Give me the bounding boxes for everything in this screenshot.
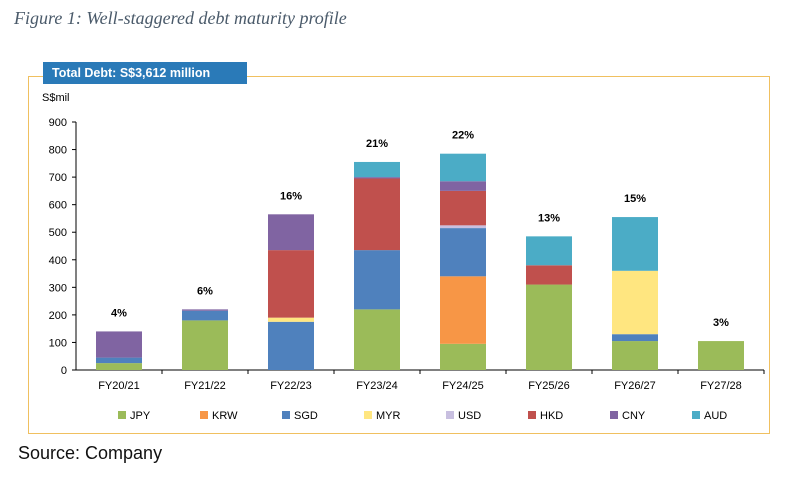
legend-label-jpy: JPY [130, 410, 151, 422]
legend-swatch-cny [610, 411, 618, 419]
bar-segment-myr [268, 317, 314, 322]
bar-segment-jpy [526, 284, 572, 370]
source-note: Source: Company [18, 443, 163, 463]
bar-segment-jpy [440, 343, 486, 370]
x-tick-label: FY25/26 [528, 380, 570, 392]
legend-label-krw: KRW [212, 410, 238, 422]
percent-label: 22% [452, 130, 474, 142]
percent-label: 4% [111, 307, 127, 319]
legend-label-cny: CNY [622, 410, 646, 422]
y-tick-label: 200 [49, 310, 67, 322]
y-tick-label: 300 [49, 282, 67, 294]
total-debt-label: Total Debt: S$3,612 million [43, 62, 247, 84]
y-tick-label: 500 [49, 227, 67, 239]
y-tick-label: 900 [49, 117, 67, 129]
bar-segment-sgd [440, 228, 486, 277]
x-tick-label: FY26/27 [614, 380, 656, 392]
bar-segment-cny [354, 177, 400, 179]
y-tick-label: 100 [49, 337, 67, 349]
legend-swatch-krw [200, 411, 208, 419]
bar-segment-usd [440, 225, 486, 229]
chart-frame [28, 76, 770, 434]
bar-segment-cny [96, 331, 142, 358]
x-tick-label: FY27/28 [700, 380, 742, 392]
y-tick-label: 700 [49, 172, 67, 184]
x-tick-label: FY24/25 [442, 380, 484, 392]
percent-label: 16% [280, 190, 302, 202]
bar-segment-hkd [440, 190, 486, 226]
bar-segment-sgd [354, 250, 400, 310]
y-tick-label: 400 [49, 255, 67, 267]
bar-segment-krw [440, 276, 486, 344]
bar-segment-aud [612, 217, 658, 271]
bar-segment-cny [268, 214, 314, 251]
y-tick-label: 0 [61, 365, 67, 377]
bar-segment-jpy [354, 309, 400, 370]
x-tick-label: FY21/22 [184, 380, 226, 392]
legend-label-myr: MYR [376, 410, 401, 422]
legend-label-aud: AUD [704, 410, 727, 422]
bar-segment-jpy [612, 341, 658, 370]
percent-label: 15% [624, 193, 646, 205]
x-tick-label: FY20/21 [98, 380, 140, 392]
bar-segment-sgd [612, 334, 658, 342]
bar-segment-aud [440, 153, 486, 182]
percent-label: 13% [538, 212, 560, 224]
bar-segment-jpy [96, 363, 142, 370]
bar-segment-aud [354, 161, 400, 178]
y-axis-label: S$mil [42, 92, 70, 104]
legend-swatch-myr [364, 411, 372, 419]
percent-label: 6% [197, 285, 213, 297]
percent-label: 21% [366, 138, 388, 150]
percent-label: 3% [713, 317, 729, 329]
legend-swatch-aud [692, 411, 700, 419]
bar-segment-aud [526, 236, 572, 266]
bar-segment-cny [440, 181, 486, 191]
bar-segment-sgd [182, 310, 228, 321]
legend-swatch-jpy [118, 411, 126, 419]
bar-segment-sgd [268, 321, 314, 370]
bar-segment-hkd [268, 250, 314, 318]
bar-segment-sgd [96, 357, 142, 364]
bar-segment-hkd [526, 265, 572, 285]
figure-title: Figure 1: Well-staggered debt maturity p… [14, 8, 347, 28]
bar-segment-jpy [698, 341, 744, 370]
bar-segment-cny [182, 309, 228, 311]
legend-label-hkd: HKD [540, 410, 563, 422]
legend-swatch-sgd [282, 411, 290, 419]
legend-label-sgd: SGD [294, 410, 318, 422]
y-tick-label: 600 [49, 200, 67, 212]
x-tick-label: FY22/23 [270, 380, 312, 392]
legend-swatch-hkd [528, 411, 536, 419]
y-tick-label: 800 [49, 145, 67, 157]
bar-segment-hkd [354, 178, 400, 251]
x-tick-label: FY23/24 [356, 380, 398, 392]
legend-swatch-usd [446, 411, 454, 419]
bar-segment-jpy [182, 320, 228, 370]
bar-segment-myr [612, 270, 658, 335]
legend-label-usd: USD [458, 410, 481, 422]
